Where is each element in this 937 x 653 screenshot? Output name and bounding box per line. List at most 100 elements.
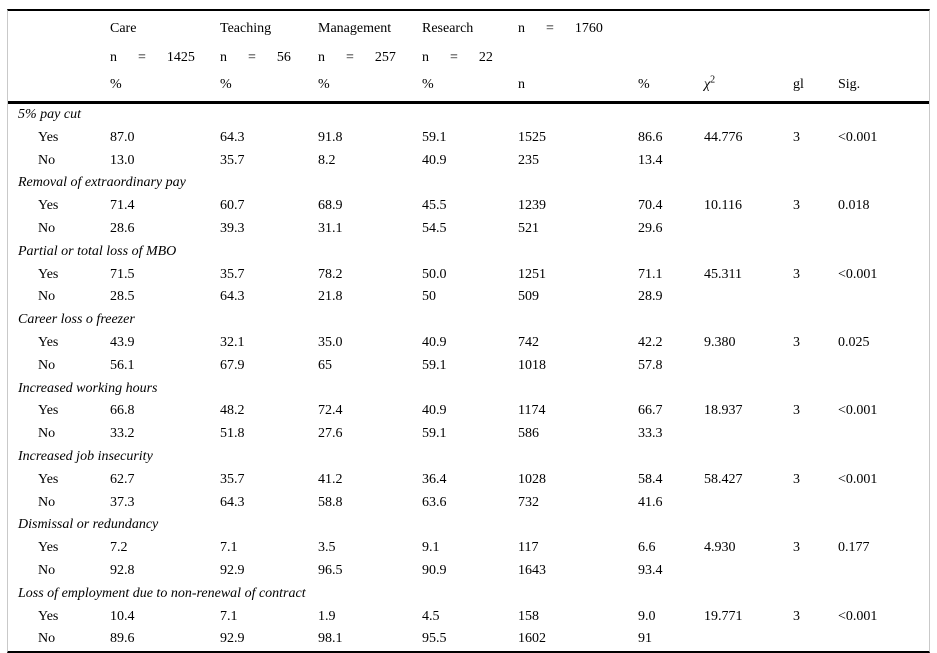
value-cell — [838, 286, 919, 309]
value-cell: 3 — [793, 266, 800, 282]
col-total-n: n — [518, 77, 525, 92]
value-cell: 56.1 — [110, 357, 135, 373]
table-body: 5% pay cut Yes 87.0 64.3 91.8 59.1 1525 86.6 44.… — [8, 104, 929, 651]
row-label: Yes — [38, 540, 59, 556]
table-row: Yes 7.2 7.1 3.5 9.1 117 6.6 4.930 3 0.177 — [8, 537, 929, 560]
col-chi-squared: χ2 — [704, 68, 793, 101]
value-cell: 10.116 — [704, 198, 742, 214]
empty-cell — [638, 11, 704, 47]
group-label-row: Increased job insecurity — [8, 446, 929, 469]
empty-cell — [8, 68, 110, 101]
col-gl: gl — [793, 77, 804, 92]
value-cell: 58.427 — [704, 471, 743, 487]
value-cell: 1525 — [518, 129, 546, 145]
value-cell: 72.4 — [318, 403, 343, 419]
value-cell: 58.4 — [638, 471, 663, 487]
value-cell: 9.0 — [638, 608, 656, 624]
value-cell — [838, 423, 919, 446]
row-label: No — [38, 631, 56, 647]
table-row: Yes 62.7 35.7 41.2 36.4 1028 58.4 58.427 3 <0.001 — [8, 469, 929, 492]
value-cell: 45.5 — [422, 198, 447, 214]
value-cell — [793, 560, 838, 583]
value-cell: 0.018 — [838, 198, 870, 214]
value-cell: 63.6 — [422, 494, 447, 510]
group-label-row: Career loss o freezer — [8, 309, 929, 332]
empty-cell — [793, 47, 838, 68]
value-cell: 509 — [518, 289, 539, 305]
value-cell: 59.1 — [422, 426, 447, 442]
group-label: Dismissal or redundancy — [18, 517, 159, 533]
value-cell: 86.6 — [638, 129, 663, 145]
value-cell: 71.1 — [638, 266, 663, 282]
value-cell: 92.8 — [110, 562, 135, 578]
value-cell: 32.1 — [220, 334, 245, 350]
table-row: No 56.1 67.9 65 59.1 1018 57.8 — [8, 355, 929, 378]
value-cell: 158 — [518, 608, 539, 624]
value-cell: 96.5 — [318, 562, 343, 578]
value-cell: 91 — [638, 631, 652, 647]
value-cell — [793, 218, 838, 241]
col-total-percent: % — [638, 77, 650, 92]
value-cell: 42.2 — [638, 334, 663, 350]
row-label: Yes — [38, 403, 59, 419]
value-cell: 54.5 — [422, 220, 447, 236]
value-cell: 92.9 — [220, 631, 245, 647]
header-row-group-n: n = 1425 n = 56 n = 257 n = 22 — [8, 47, 929, 68]
value-cell: 87.0 — [110, 129, 135, 145]
value-cell: 78.2 — [318, 266, 343, 282]
value-cell: 13.0 — [110, 152, 135, 168]
value-cell — [838, 560, 919, 583]
value-cell: 1.9 — [318, 608, 336, 624]
value-cell: 92.9 — [220, 562, 245, 578]
value-cell: 50.0 — [422, 266, 447, 282]
value-cell — [793, 355, 838, 378]
value-cell: <0.001 — [838, 266, 878, 282]
value-cell: 64.3 — [220, 289, 245, 305]
value-cell: 36.4 — [422, 471, 447, 487]
value-cell: 7.1 — [220, 540, 238, 556]
value-cell: 586 — [518, 426, 539, 442]
header-row-measures: % % % % n % χ2 gl Sig. — [8, 68, 929, 101]
row-label: Yes — [38, 198, 59, 214]
value-cell: 98.1 — [318, 631, 343, 647]
table-row: No 37.3 64.3 58.8 63.6 732 41.6 — [8, 492, 929, 515]
value-cell — [793, 286, 838, 309]
row-label: Yes — [38, 608, 59, 624]
col-group-management: Management — [318, 21, 392, 36]
value-cell: 235 — [518, 152, 539, 168]
value-cell: 90.9 — [422, 562, 447, 578]
value-cell: 33.3 — [638, 426, 663, 442]
value-cell: 67.9 — [220, 357, 245, 373]
table-header: Care Teaching Management Research n = 17… — [8, 11, 929, 104]
value-cell: 41.2 — [318, 471, 343, 487]
value-cell: 1018 — [518, 357, 546, 373]
value-cell: 66.7 — [638, 403, 663, 419]
table-row: No 28.6 39.3 31.1 54.5 521 29.6 — [8, 218, 929, 241]
header-row-group-labels: Care Teaching Management Research n = 17… — [8, 11, 929, 47]
table-row: Yes 43.9 32.1 35.0 40.9 742 42.2 9.380 3 0.025 — [8, 332, 929, 355]
value-cell: 68.9 — [318, 198, 343, 214]
value-cell: 59.1 — [422, 357, 447, 373]
value-cell: <0.001 — [838, 403, 878, 419]
value-cell — [704, 355, 793, 378]
value-cell: 1643 — [518, 562, 546, 578]
value-cell: 732 — [518, 494, 539, 510]
value-cell: 3.5 — [318, 540, 336, 556]
col-management-percent: % — [318, 77, 330, 92]
value-cell: 45.311 — [704, 266, 742, 282]
empty-cell — [8, 47, 110, 68]
row-label: Yes — [38, 129, 59, 145]
value-cell: 21.8 — [318, 289, 343, 305]
value-cell: 31.1 — [318, 220, 343, 236]
value-cell: 70.4 — [638, 198, 663, 214]
value-cell: 1028 — [518, 471, 546, 487]
value-cell: 9.380 — [704, 334, 736, 350]
chi-symbol: χ — [704, 77, 711, 92]
value-cell: 7.2 — [110, 540, 128, 556]
value-cell: 44.776 — [704, 129, 743, 145]
value-cell — [838, 492, 919, 515]
value-cell: 28.9 — [638, 289, 663, 305]
value-cell — [704, 560, 793, 583]
value-cell: 1239 — [518, 198, 546, 214]
value-cell: 64.3 — [220, 494, 245, 510]
